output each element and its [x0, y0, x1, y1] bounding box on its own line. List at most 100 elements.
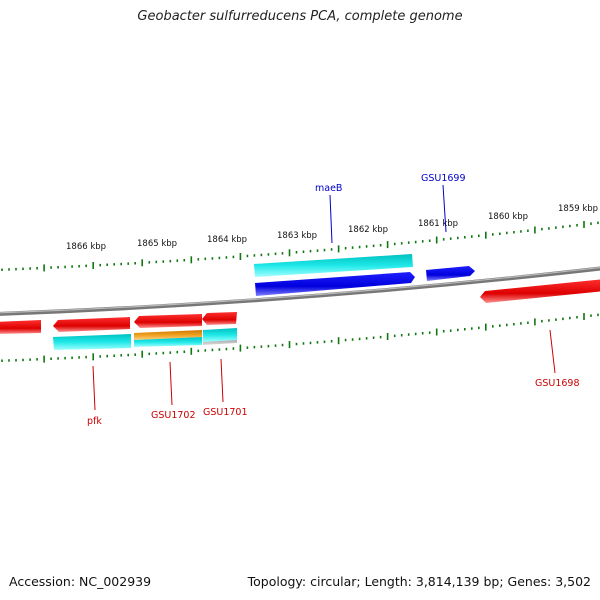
minor-tick [36, 358, 38, 361]
minor-tick [492, 233, 494, 236]
minor-tick [365, 245, 368, 248]
minor-tick [169, 259, 172, 263]
minor-tick [372, 244, 375, 248]
leader-GSU1701 [220, 358, 224, 403]
minor-tick [183, 350, 186, 353]
minor-tick [148, 352, 151, 356]
minor-tick [400, 334, 403, 337]
tick-labels: 1866 kbp 1865 kbp 1864 kbp 1863 kbp 1862… [66, 204, 598, 252]
gene-label-GSU1698[interactable]: GSU1698 [535, 378, 580, 389]
major-tick [288, 341, 291, 349]
minor-tick [407, 241, 410, 244]
minor-tick [15, 359, 17, 362]
minor-tick [393, 242, 396, 246]
major-tick [288, 249, 291, 257]
gene-feature-GSU1702-cyan [134, 337, 202, 347]
minor-tick [358, 245, 361, 249]
minor-tick [176, 259, 179, 262]
minor-tick [597, 221, 599, 225]
gene-label-GSU1699[interactable]: GSU1699 [421, 173, 466, 184]
minor-tick [471, 327, 473, 330]
minor-tick [120, 354, 122, 357]
gene-feature-maeB[interactable] [255, 272, 415, 296]
minor-tick [442, 330, 445, 333]
minor-tick [365, 337, 368, 340]
minor-tick [344, 338, 347, 342]
minor-tick [225, 347, 228, 351]
minor-tick [428, 331, 431, 334]
minor-tick [22, 267, 24, 271]
minor-tick [464, 328, 466, 331]
major-tick [239, 253, 242, 260]
minor-tick [1, 268, 3, 271]
minor-tick [218, 256, 221, 260]
major-tick [92, 353, 94, 361]
minor-tick [576, 316, 578, 319]
minor-tick [106, 263, 108, 266]
minor-tick [281, 343, 284, 347]
minor-tick [155, 352, 158, 355]
gene-feature-maeB-cyan [254, 254, 413, 277]
gene-label-GSU1701[interactable]: GSU1701 [203, 407, 248, 418]
minor-tick [330, 248, 333, 251]
gene-feature-GSU1698[interactable] [480, 279, 600, 303]
minor-tick [562, 317, 564, 321]
major-tick [43, 355, 45, 363]
leader-maeB [329, 194, 333, 244]
minor-tick [513, 323, 515, 326]
minor-tick [281, 252, 284, 255]
gene-label-maeB[interactable]: maeB [315, 183, 342, 194]
minor-tick [569, 224, 571, 228]
major-tick [239, 344, 242, 352]
minor-tick [1, 359, 3, 362]
minor-tick [379, 244, 382, 247]
minor-tick [499, 232, 501, 235]
minor-tick [295, 251, 298, 254]
gene-feature-GSU1701[interactable] [202, 312, 237, 325]
gene-feature-GSU1701-grey [203, 340, 237, 345]
minor-tick [29, 358, 31, 361]
minor-tick [64, 356, 66, 360]
minor-tick [590, 314, 592, 317]
minor-tick [8, 359, 10, 362]
tick-label: 1864 kbp [207, 235, 247, 245]
minor-tick [457, 236, 459, 240]
minor-tick [414, 332, 417, 336]
minor-tick [323, 248, 326, 252]
leader-pfk [92, 365, 96, 411]
major-tick [583, 313, 585, 320]
tick-label: 1866 kbp [66, 242, 106, 252]
minor-tick [464, 236, 466, 239]
minor-tick [183, 259, 186, 262]
minor-tick [449, 329, 452, 332]
major-tick [386, 333, 389, 340]
minor-tick [134, 353, 136, 356]
minor-tick [134, 262, 136, 265]
major-tick [141, 259, 143, 267]
gene-feature-pfk[interactable] [53, 317, 130, 332]
minor-tick [590, 222, 592, 225]
gene-label-GSU1702[interactable]: GSU1702 [151, 410, 196, 421]
genome-summary-text: Topology: circular; Length: 3,814,139 bp… [247, 574, 591, 589]
tick-label: 1862 kbp [348, 225, 388, 235]
gene-feature-GSU1699[interactable] [426, 266, 475, 281]
minor-tick [274, 252, 277, 256]
minor-tick [204, 349, 207, 352]
minor-tick [99, 355, 101, 358]
minor-tick [169, 351, 172, 354]
gene-feature-GSU1702[interactable] [134, 314, 202, 328]
minor-tick [127, 262, 129, 265]
gene-label-pfk[interactable]: pfk [87, 416, 102, 427]
minor-tick [414, 240, 417, 244]
major-tick [435, 236, 438, 244]
minor-tick [8, 268, 10, 271]
minor-tick [506, 231, 508, 235]
map-title: Geobacter sulfurreducens PCA, complete g… [137, 9, 463, 24]
minor-tick [113, 354, 115, 357]
minor-tick [36, 267, 38, 270]
leader-GSU1698 [549, 329, 556, 374]
minor-tick [302, 250, 305, 253]
minor-tick [274, 344, 277, 347]
minor-tick [576, 224, 578, 227]
